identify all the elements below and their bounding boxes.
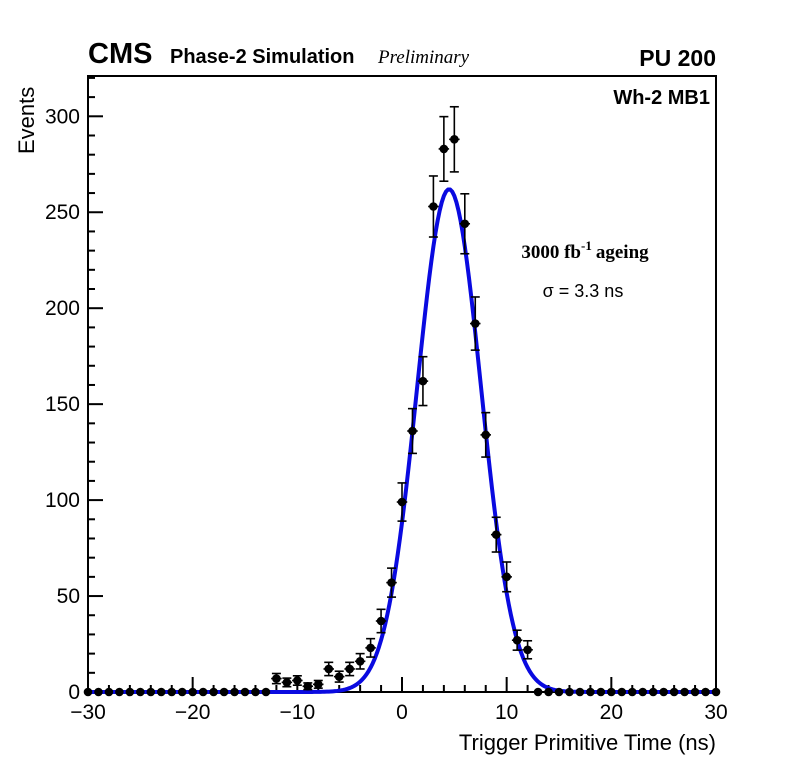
y-tick-label: 200 <box>45 297 80 320</box>
x-tick-label: 30 <box>704 701 727 724</box>
data-point-marker <box>104 687 114 697</box>
data-point-marker <box>586 687 595 697</box>
data-point-marker <box>439 144 449 154</box>
data-point-marker <box>450 135 459 144</box>
data-point-marker <box>334 672 344 681</box>
data-point-marker <box>230 687 239 697</box>
y-tick-label: 300 <box>45 105 80 128</box>
data-point-marker <box>544 687 553 697</box>
data-point-marker <box>324 664 334 674</box>
wheel-station-label: Wh-2 MB1 <box>613 87 710 109</box>
data-point-marker <box>219 687 229 697</box>
data-point-marker <box>523 645 532 655</box>
data-point-marker <box>94 687 103 697</box>
data-point-marker <box>502 572 511 582</box>
data-point-marker <box>293 676 302 685</box>
y-tick-label: 50 <box>57 585 80 608</box>
data-point-marker <box>313 680 323 689</box>
x-tick-label: 20 <box>600 701 623 724</box>
data-point-marker <box>188 687 197 697</box>
data-point-marker <box>251 687 260 697</box>
x-tick-label: 10 <box>495 701 518 724</box>
y-axis-title: Events <box>14 87 39 154</box>
data-point-marker <box>261 687 271 697</box>
data-point-marker <box>554 687 564 697</box>
luminosity-ageing-label: 3000 fb-1 ageing <box>521 238 649 263</box>
data-point-marker <box>470 319 480 328</box>
plot-frame <box>87 75 717 693</box>
data-point-marker <box>177 687 187 697</box>
data-point-marker <box>136 687 145 697</box>
y-tick-label: 100 <box>45 489 80 512</box>
cms-logo-text: CMS <box>88 38 152 70</box>
data-point-marker <box>565 687 574 697</box>
data-point-marker <box>711 687 721 697</box>
data-point-marker <box>272 674 281 683</box>
data-point-marker <box>575 687 585 697</box>
gaussian-fit-curve <box>86 187 718 694</box>
data-point-marker <box>680 687 689 697</box>
x-axis-title: Trigger Primitive Time (ns) <box>459 730 716 755</box>
data-point-marker <box>376 616 386 626</box>
x-tick-label: 0 <box>396 701 408 724</box>
x-tick-label: −20 <box>175 701 211 724</box>
data-point-marker <box>146 687 156 697</box>
lumi-suffix: ageing <box>596 242 649 263</box>
data-point-marker <box>156 687 166 697</box>
data-point-marker <box>418 376 428 386</box>
data-point-marker <box>638 687 648 697</box>
y-tick-label: 150 <box>45 393 80 416</box>
preliminary-label: Preliminary <box>377 47 470 68</box>
data-point-marker <box>701 687 710 697</box>
data-point-marker <box>115 687 124 697</box>
data-point-marker <box>303 681 313 691</box>
data-point-marker <box>408 426 417 436</box>
data-point-marker <box>512 635 522 645</box>
data-point-marker <box>429 202 438 211</box>
data-point-marker <box>209 687 218 697</box>
data-point-marker <box>491 530 501 539</box>
data-point-marker <box>83 687 93 697</box>
data-point-marker <box>240 687 250 697</box>
phase2-simulation-label: Phase-2 Simulation <box>170 46 355 68</box>
y-tick-label: 250 <box>45 201 80 224</box>
data-point-marker <box>617 687 627 697</box>
data-point-marker <box>366 643 375 653</box>
data-point-marker <box>481 430 491 440</box>
data-point-marker <box>397 497 407 507</box>
data-point-marker <box>282 678 292 687</box>
data-point-marker <box>125 687 135 697</box>
y-tick-label: 0 <box>68 681 80 704</box>
fit-sigma-label: σ = 3.3 ns <box>543 281 624 301</box>
x-tick-label: −30 <box>70 701 106 724</box>
data-point-marker <box>659 687 668 697</box>
data-point-marker <box>345 664 354 674</box>
data-point-marker <box>690 687 700 697</box>
data-point-marker <box>607 687 616 697</box>
lumi-superscript: -1 <box>581 238 592 253</box>
lumi-prefix: 3000 fb <box>521 242 581 263</box>
data-point-marker <box>596 687 606 697</box>
data-point-marker <box>648 687 658 697</box>
data-point-marker <box>460 219 470 229</box>
data-point-marker <box>198 687 208 697</box>
data-point-marker <box>533 687 543 697</box>
data-point-marker <box>669 687 679 697</box>
pileup-label: PU 200 <box>639 45 716 71</box>
data-point-marker <box>627 687 637 697</box>
data-point-marker <box>355 656 365 666</box>
x-tick-label: −10 <box>280 701 316 724</box>
data-point-marker <box>167 687 177 697</box>
data-point-marker <box>387 578 396 587</box>
